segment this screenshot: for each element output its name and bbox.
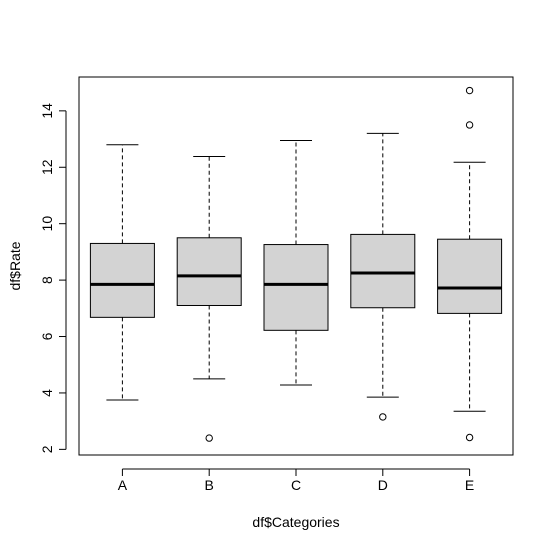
- outlier-point: [205, 434, 213, 442]
- y-tick-label: 12: [39, 159, 55, 175]
- y-tick-label: 2: [39, 445, 55, 453]
- plot-frame: [78, 76, 514, 456]
- box-iqr: [176, 237, 242, 306]
- outlier-point: [465, 433, 474, 442]
- box-d: [350, 132, 416, 421]
- x-axis: A B C D E: [118, 468, 474, 493]
- x-tick-label-a: A: [118, 477, 128, 493]
- box-iqr: [437, 238, 503, 314]
- y-axis: 2 4 6 8 10 12 14: [39, 103, 67, 453]
- y-tick-label: 10: [39, 216, 55, 232]
- outlier-point: [465, 86, 474, 95]
- x-tick-label-c: C: [291, 477, 301, 493]
- y-tick-label: 4: [39, 389, 55, 397]
- x-tick-label-e: E: [465, 477, 474, 493]
- plot-marks: [89, 86, 503, 442]
- box-iqr: [350, 233, 416, 309]
- box-e: [437, 86, 503, 442]
- x-tick-label-d: D: [378, 477, 388, 493]
- box-a: [89, 144, 155, 401]
- box-iqr: [263, 244, 329, 331]
- y-tick-label: 8: [39, 276, 55, 284]
- outlier-point: [379, 413, 387, 421]
- y-tick-label: 6: [39, 332, 55, 340]
- outlier-point: [465, 121, 474, 129]
- box-iqr: [89, 242, 155, 318]
- y-axis-label: df$Rate: [7, 241, 23, 290]
- box-b: [176, 156, 242, 442]
- box-c: [263, 139, 329, 386]
- y-tick-label: 14: [39, 103, 55, 119]
- x-axis-label: df$Categories: [252, 514, 339, 530]
- x-tick-label-b: B: [205, 477, 214, 493]
